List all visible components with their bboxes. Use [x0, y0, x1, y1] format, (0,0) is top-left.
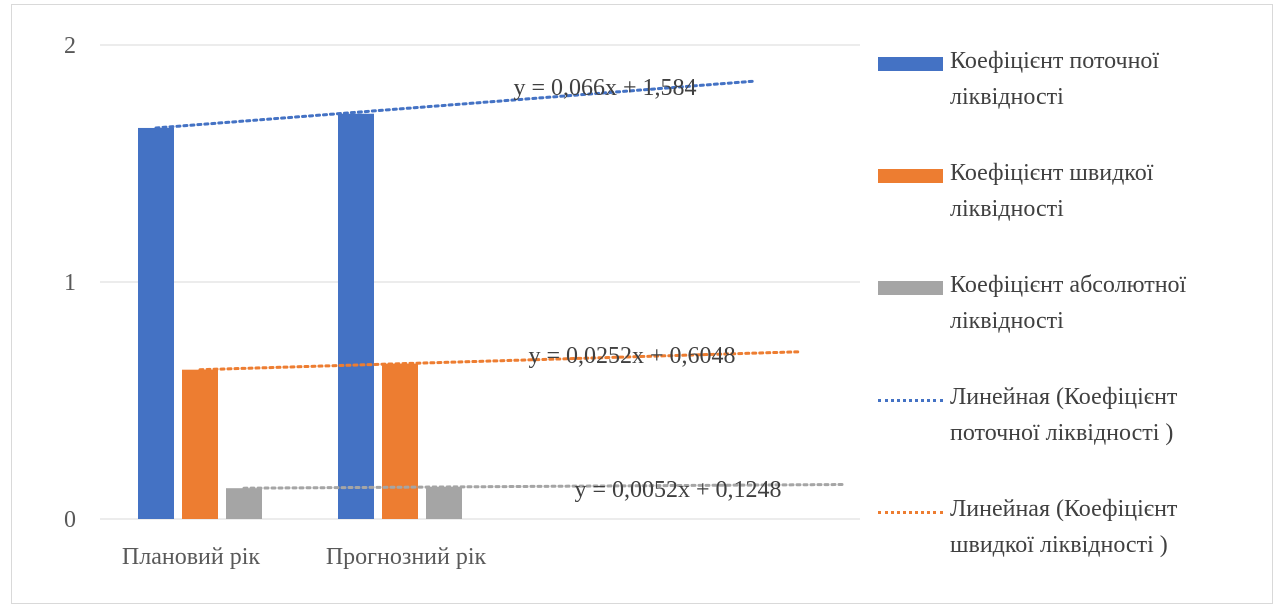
chart-legend: Коефіцієнт поточної ліквідності Коефіціє…: [872, 43, 1272, 603]
trendline-equation: y = 0,0052x + 0,1248: [574, 477, 781, 503]
bar: [382, 363, 418, 519]
legend-label-trend-quick: Линейная (Коефіцієнт швидкої ліквідності…: [950, 496, 1178, 558]
trendline: [242, 482, 846, 490]
y-tick-label: 1: [64, 270, 76, 296]
bar: [426, 487, 462, 519]
bar: [182, 369, 218, 519]
legend-item-current-ratio: Коефіцієнт поточної ліквідності: [872, 43, 1272, 155]
legend-swatch-quick-ratio: [878, 169, 943, 183]
x-category-label: Прогнозний рік: [326, 544, 487, 570]
chart-plot: 0 1 2 Плановий рік Прогнозний рік y = 0,066x …: [64, 33, 860, 570]
legend-label-absolute-ratio: Коефіцієнт абсолютної ліквідності: [950, 272, 1187, 334]
legend-swatch-current-ratio: [878, 57, 943, 71]
legend-item-trend-current: Линейная (Коефіцієнт поточної ліквідност…: [872, 379, 1272, 491]
y-tick-label: 2: [64, 33, 76, 59]
trendline: [154, 79, 758, 130]
legend-line-trend-quick: [878, 511, 943, 514]
legend-line-trend-current: [878, 399, 943, 402]
trendline-equation: y = 0,0252x + 0,6048: [528, 343, 735, 369]
trendline: [198, 350, 802, 372]
chart-frame: [11, 4, 1273, 604]
legend-label-quick-ratio: Коефіцієнт швидкої ліквідності: [950, 160, 1154, 222]
bar: [138, 127, 174, 519]
bar: [226, 488, 262, 519]
legend-label-current-ratio: Коефіцієнт поточної ліквідності: [950, 48, 1160, 110]
x-category-label: Плановий рік: [122, 544, 260, 570]
trendline-equation: y = 0,066x + 1,584: [513, 75, 696, 101]
legend-item-quick-ratio: Коефіцієнт швидкої ліквідності: [872, 155, 1272, 267]
legend-swatch-absolute-ratio: [878, 281, 943, 295]
legend-item-absolute-ratio: Коефіцієнт абсолютної ліквідності: [872, 267, 1272, 379]
bar: [338, 113, 374, 519]
legend-item-trend-quick: Линейная (Коефіцієнт швидкої ліквідності…: [872, 491, 1272, 603]
y-tick-label: 0: [64, 507, 76, 533]
legend-label-trend-current: Линейная (Коефіцієнт поточної ліквідност…: [950, 384, 1178, 446]
